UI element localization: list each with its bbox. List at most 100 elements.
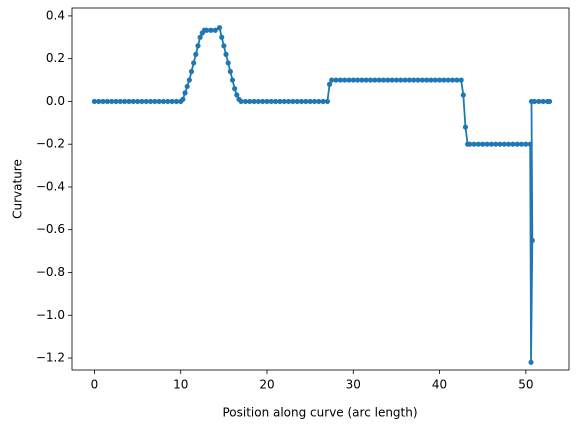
data-point <box>389 77 395 83</box>
data-point <box>337 77 343 83</box>
data-point <box>197 34 203 40</box>
data-point <box>329 77 335 83</box>
data-point <box>540 98 546 105</box>
data-point <box>182 90 188 96</box>
data-point <box>156 98 162 105</box>
data-point <box>147 98 154 105</box>
data-point <box>536 98 542 105</box>
data-point <box>320 98 326 105</box>
data-point <box>130 98 136 105</box>
data-point <box>458 77 464 83</box>
data-point <box>432 77 438 83</box>
data-point <box>242 98 249 105</box>
x-axis-label: Position along curve (arc length) <box>222 406 417 420</box>
data-point <box>160 98 167 105</box>
x-tick-label: 0 <box>91 378 99 392</box>
data-point <box>454 77 460 83</box>
data-point <box>406 77 412 83</box>
y-tick-label: −0.2 <box>36 137 65 151</box>
data-point <box>221 43 227 49</box>
data-point <box>441 77 447 83</box>
x-tick-label: 10 <box>173 378 188 392</box>
y-tick-label: −0.8 <box>36 265 65 279</box>
data-point <box>393 77 400 83</box>
plot-frame <box>71 7 570 371</box>
data-point <box>264 98 270 105</box>
data-point <box>436 77 443 83</box>
data-point <box>260 98 266 105</box>
data-point <box>359 77 365 83</box>
data-point <box>529 237 535 244</box>
data-point <box>223 51 229 57</box>
y-axis-label: Curvature <box>11 159 25 219</box>
data-point <box>528 359 534 365</box>
data-point <box>324 98 331 105</box>
data-point <box>372 77 378 83</box>
data-point <box>219 34 225 40</box>
data-point <box>184 83 190 90</box>
data-point <box>484 141 490 147</box>
data-point <box>225 60 231 66</box>
data-point <box>277 98 283 105</box>
data-point <box>419 77 425 83</box>
data-point <box>165 98 171 105</box>
data-point <box>355 77 361 83</box>
data-point <box>216 25 223 31</box>
data-point <box>402 77 408 83</box>
data-point <box>333 77 339 83</box>
data-point <box>298 98 305 105</box>
data-point <box>169 98 175 105</box>
data-point <box>238 98 244 105</box>
data-point <box>303 98 309 105</box>
data-line <box>94 26 550 363</box>
data-point <box>232 86 238 92</box>
x-tick-label: 30 <box>346 378 361 392</box>
data-point <box>126 98 132 105</box>
data-point <box>350 77 356 83</box>
y-tick-label: 0.4 <box>46 8 65 22</box>
data-point <box>122 98 128 105</box>
y-tick-label: −1.2 <box>36 351 65 365</box>
data-point <box>307 98 313 105</box>
data-point <box>480 141 486 147</box>
data-point <box>100 98 106 105</box>
x-tick-label: 50 <box>518 378 533 392</box>
data-point <box>467 141 473 147</box>
data-point <box>281 98 287 105</box>
data-point <box>380 77 387 83</box>
y-tick-label: 0.0 <box>46 94 65 108</box>
data-point <box>501 141 507 147</box>
data-point <box>294 98 300 105</box>
data-point <box>342 77 348 83</box>
data-point <box>251 98 257 105</box>
data-point <box>193 51 199 57</box>
data-point <box>527 141 533 147</box>
data-point <box>234 92 240 98</box>
data-point <box>104 98 110 105</box>
x-tick-label: 20 <box>259 378 274 392</box>
data-point <box>424 77 430 83</box>
data-point <box>493 141 499 147</box>
data-point <box>514 141 520 147</box>
data-point <box>247 98 253 105</box>
data-point <box>376 77 382 83</box>
data-point <box>91 98 98 105</box>
data-point <box>462 124 469 130</box>
data-point <box>290 98 296 105</box>
data-point <box>188 68 195 75</box>
data-point <box>346 77 352 83</box>
data-point <box>186 77 192 83</box>
data-point <box>326 81 333 87</box>
data-point <box>134 98 141 105</box>
data-point <box>229 77 236 83</box>
x-tick-label: 40 <box>432 378 447 392</box>
data-point <box>143 98 149 105</box>
data-point <box>311 98 318 105</box>
data-point <box>411 77 417 83</box>
data-point <box>518 141 525 147</box>
data-point <box>510 141 516 147</box>
data-point <box>139 98 145 105</box>
data-point <box>117 98 123 105</box>
data-point <box>227 68 233 75</box>
